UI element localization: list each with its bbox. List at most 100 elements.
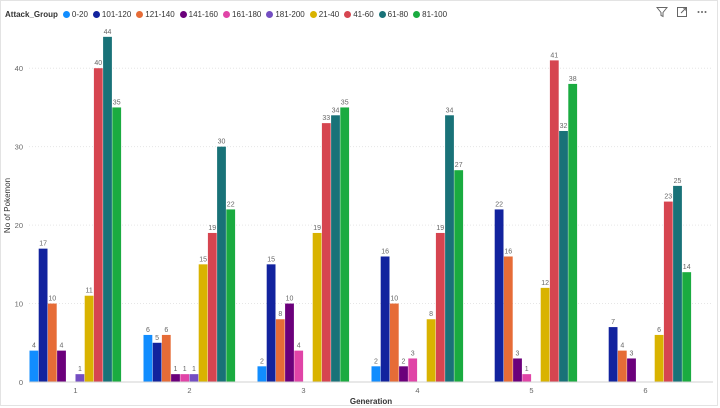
data-label: 16 <box>381 248 389 255</box>
bar-141-160-gen-3 <box>285 303 294 382</box>
x-tick-label: 5 <box>529 386 533 395</box>
bar-121-140-gen-2 <box>161 334 171 382</box>
data-label: 2 <box>402 358 406 365</box>
bar-121-140-gen-5 <box>503 256 513 382</box>
data-label: 19 <box>208 225 216 232</box>
bar-81-100-gen-1 <box>112 107 122 382</box>
legend-item-41-60[interactable]: 41-60 <box>344 9 374 19</box>
legend-marker <box>266 10 274 18</box>
data-label: 2 <box>374 358 378 365</box>
y-tick-label: 40 <box>15 64 23 73</box>
bar-101-120-gen-2 <box>152 342 162 382</box>
data-label: 25 <box>674 178 682 185</box>
legend-label: 61-80 <box>387 9 409 19</box>
legend-item-61-80[interactable]: 61-80 <box>378 9 409 19</box>
legend-marker <box>179 10 187 18</box>
bar-121-140-gen-3 <box>275 319 285 382</box>
data-label: 4 <box>297 343 301 350</box>
data-label: 19 <box>313 225 321 232</box>
data-label: 1 <box>192 366 196 373</box>
legend-item-0-20[interactable]: 0-20 <box>62 10 88 19</box>
bar-141-160-gen-1 <box>57 350 66 382</box>
bar-41-60-gen-1 <box>93 68 103 382</box>
legend-label: 181-200 <box>275 9 305 19</box>
legend-label: 41-60 <box>353 9 374 19</box>
bar-21-40-gen-6 <box>654 334 664 382</box>
y-axis-title: No of Pokemon <box>3 178 12 233</box>
legend-marker <box>309 10 317 18</box>
bar-161-180-gen-3 <box>294 350 304 382</box>
data-label: 4 <box>60 343 64 350</box>
data-label: 35 <box>113 99 121 106</box>
bar-141-160-gen-4 <box>399 366 408 382</box>
bar-101-120-gen-4 <box>380 256 390 382</box>
more-options-icon[interactable] <box>695 5 709 19</box>
data-label: 6 <box>657 327 661 334</box>
legend-item-141-160[interactable]: 141-160 <box>179 10 218 19</box>
bar-0-20-gen-3 <box>257 366 267 382</box>
legend-label: 161-180 <box>232 9 262 19</box>
focus-mode-icon[interactable] <box>675 5 689 19</box>
legend-marker <box>136 10 144 18</box>
data-label: 15 <box>267 256 275 263</box>
x-tick-label: 4 <box>415 386 419 395</box>
bar-141-160-gen-6 <box>627 358 636 382</box>
data-label: 11 <box>85 288 92 295</box>
bar-61-80-gen-4 <box>445 115 454 383</box>
data-label: 40 <box>94 60 102 67</box>
y-tick-label: 30 <box>15 143 23 152</box>
legend-label: 101-120 <box>101 9 132 19</box>
legend-item-121-140[interactable]: 121-140 <box>136 10 175 19</box>
legend-item-21-40[interactable]: 21-40 <box>309 10 339 19</box>
data-label: 6 <box>164 327 168 334</box>
bar-161-180-gen-5 <box>522 374 532 382</box>
bar-41-60-gen-2 <box>207 232 217 382</box>
data-label: 10 <box>48 296 56 303</box>
bar-121-140-gen-1 <box>47 303 57 382</box>
data-label: 6 <box>146 327 150 334</box>
data-label: 10 <box>390 296 398 303</box>
legend-item-81-100[interactable]: 81-100 <box>413 10 447 19</box>
legend-marker <box>62 10 70 18</box>
data-label: 12 <box>541 280 549 287</box>
bar-41-60-gen-5 <box>549 60 559 382</box>
legend-item-101-120[interactable]: 101-120 <box>92 9 132 19</box>
bar-181-200-gen-1 <box>75 374 85 382</box>
data-label: 23 <box>664 194 672 201</box>
bar-21-40-gen-2 <box>198 264 208 382</box>
bar-161-180-gen-2 <box>180 374 190 382</box>
bar-141-160-gen-2 <box>171 374 180 382</box>
data-label: 15 <box>199 256 207 263</box>
bar-101-120-gen-1 <box>38 248 48 382</box>
legend-item-161-180[interactable]: 161-180 <box>223 10 261 19</box>
data-label: 14 <box>683 264 691 271</box>
filter-icon[interactable] <box>655 5 669 19</box>
bar-101-120-gen-3 <box>266 264 276 382</box>
bar-181-200-gen-2 <box>189 374 199 382</box>
bar-61-80-gen-2 <box>217 146 226 382</box>
data-label: 38 <box>569 76 577 83</box>
legend-title: Attack_Group <box>5 9 58 19</box>
y-tick-label: 10 <box>15 300 23 309</box>
legend-marker <box>378 10 386 18</box>
data-label: 17 <box>39 241 47 248</box>
data-label: 8 <box>278 311 282 318</box>
bar-21-40-gen-1 <box>84 295 94 382</box>
bar-121-140-gen-6 <box>617 350 627 382</box>
legend-items: 0-20 101-120 121-140 141-160 161-180 181-200 2… <box>62 9 452 19</box>
legend-marker <box>223 10 230 18</box>
bar-81-100-gen-4 <box>454 170 464 382</box>
bar-81-100-gen-6 <box>682 272 692 382</box>
legend-item-181-200[interactable]: 181-200 <box>266 9 305 19</box>
data-label: 1 <box>174 366 178 373</box>
legend-marker <box>413 10 421 18</box>
data-label: 4 <box>620 343 624 350</box>
data-label: 1 <box>78 366 82 373</box>
bar-0-20-gen-4 <box>371 366 381 382</box>
data-label: 1 <box>183 366 187 373</box>
bar-21-40-gen-3 <box>312 232 322 382</box>
data-label: 10 <box>286 296 294 303</box>
bar-61-80-gen-6 <box>673 185 682 382</box>
bar-21-40-gen-5 <box>540 287 550 382</box>
